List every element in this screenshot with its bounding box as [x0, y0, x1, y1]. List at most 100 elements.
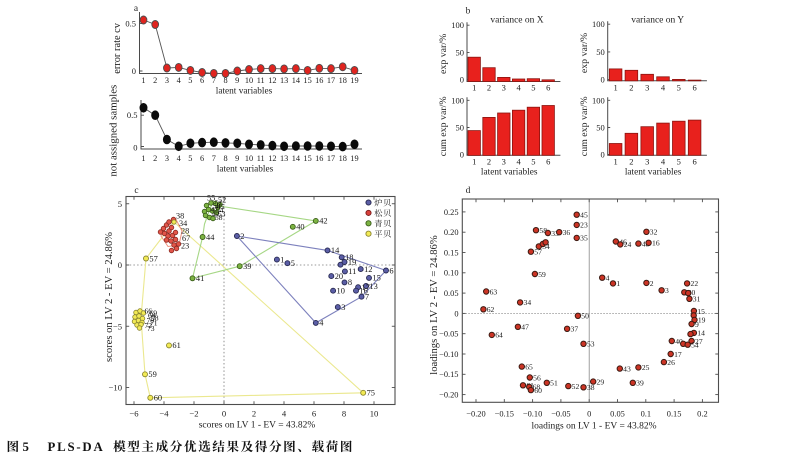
svg-text:4: 4	[606, 273, 610, 282]
svg-text:4: 4	[282, 409, 287, 419]
svg-text:35: 35	[580, 234, 588, 243]
svg-text:22: 22	[691, 279, 699, 288]
svg-text:0: 0	[118, 260, 122, 270]
svg-text:−0.05: −0.05	[551, 410, 570, 419]
svg-text:5: 5	[531, 157, 535, 167]
svg-text:15: 15	[697, 307, 705, 316]
svg-text:50: 50	[581, 312, 589, 321]
svg-text:42: 42	[319, 217, 327, 226]
svg-text:19: 19	[350, 76, 358, 85]
svg-text:23: 23	[181, 242, 189, 251]
svg-text:39: 39	[636, 379, 644, 388]
svg-text:4: 4	[177, 76, 182, 85]
svg-text:50: 50	[456, 123, 465, 133]
svg-text:5: 5	[188, 154, 192, 163]
svg-text:8: 8	[348, 278, 352, 287]
svg-text:37: 37	[571, 325, 579, 334]
svg-text:19: 19	[698, 316, 706, 325]
svg-text:not assigned samples: not assigned samples	[108, 85, 120, 177]
svg-text:56: 56	[533, 373, 541, 382]
svg-text:57: 57	[149, 254, 157, 263]
svg-text:loadings on LV 1 - EV = 43.82%: loadings on LV 1 - EV = 43.82%	[532, 422, 657, 432]
svg-text:25: 25	[642, 363, 650, 372]
svg-text:13: 13	[369, 282, 377, 291]
svg-text:3: 3	[341, 303, 345, 312]
svg-text:29: 29	[597, 377, 605, 386]
svg-text:−0.05: −0.05	[439, 330, 458, 339]
svg-text:27: 27	[695, 337, 703, 346]
svg-text:60: 60	[154, 394, 162, 403]
svg-text:19: 19	[350, 154, 358, 163]
svg-text:16: 16	[315, 154, 323, 163]
svg-text:0.25: 0.25	[444, 208, 459, 217]
svg-text:6: 6	[692, 157, 696, 167]
svg-text:64: 64	[495, 331, 503, 340]
svg-text:−0.15: −0.15	[495, 410, 514, 419]
svg-text:−0.15: −0.15	[439, 370, 458, 379]
svg-text:31: 31	[693, 295, 701, 304]
svg-text:1: 1	[472, 83, 476, 93]
svg-text:5: 5	[118, 199, 122, 209]
svg-text:latent variables: latent variables	[217, 165, 274, 175]
svg-text:4: 4	[319, 319, 324, 328]
svg-text:−2: −2	[189, 409, 198, 419]
svg-text:0.5: 0.5	[125, 19, 136, 29]
svg-text:15: 15	[303, 154, 311, 163]
svg-text:50: 50	[213, 202, 221, 211]
svg-text:2: 2	[650, 279, 654, 288]
svg-text:20: 20	[335, 272, 343, 281]
svg-text:67: 67	[182, 234, 190, 243]
svg-text:3: 3	[665, 286, 669, 295]
svg-text:34: 34	[179, 219, 187, 228]
svg-text:−6: −6	[129, 409, 139, 419]
svg-text:61: 61	[172, 341, 180, 350]
svg-text:0.15: 0.15	[444, 248, 459, 257]
svg-text:100: 100	[451, 95, 464, 105]
svg-text:23: 23	[580, 221, 588, 230]
svg-text:47: 47	[211, 205, 219, 214]
svg-text:38: 38	[587, 383, 595, 392]
svg-text:latent variables: latent variables	[625, 168, 682, 178]
svg-text:6: 6	[546, 157, 550, 167]
svg-text:5: 5	[23, 440, 29, 454]
svg-text:0: 0	[133, 143, 137, 153]
svg-text:10: 10	[370, 409, 379, 419]
svg-text:70: 70	[147, 316, 155, 325]
svg-text:51: 51	[550, 379, 558, 388]
svg-text:40: 40	[296, 223, 304, 232]
svg-text:5: 5	[677, 157, 681, 167]
svg-text:0: 0	[132, 66, 136, 76]
svg-text:scores on LV 2 - EV = 24.86%: scores on LV 2 - EV = 24.86%	[104, 232, 115, 362]
svg-text:0.10: 0.10	[444, 269, 459, 278]
svg-text:24: 24	[624, 240, 632, 249]
svg-text:2: 2	[252, 409, 256, 419]
svg-text:14: 14	[292, 76, 301, 85]
svg-text:d: d	[466, 186, 471, 196]
svg-text:−0.10: −0.10	[523, 410, 542, 419]
svg-text:9: 9	[235, 76, 239, 85]
svg-text:0.05: 0.05	[610, 410, 625, 419]
svg-text:18: 18	[345, 253, 353, 262]
svg-text:loadings on LV 2 - EV = 24.86%: loadings on LV 2 - EV = 24.86%	[429, 235, 440, 375]
svg-text:exp var/%: exp var/%	[579, 33, 590, 73]
svg-text:10: 10	[245, 154, 253, 163]
svg-text:71: 71	[150, 319, 158, 328]
svg-text:b: b	[466, 7, 471, 17]
svg-text:26: 26	[667, 358, 675, 367]
svg-text:1: 1	[613, 83, 617, 93]
svg-text:1: 1	[613, 157, 617, 167]
svg-text:17: 17	[327, 154, 335, 163]
svg-text:8: 8	[342, 409, 346, 419]
svg-text:9: 9	[235, 154, 239, 163]
svg-text:17: 17	[674, 350, 682, 359]
svg-text:44: 44	[206, 233, 215, 242]
svg-text:PLS-DA: PLS-DA	[48, 440, 105, 454]
svg-text:latent variables: latent variables	[481, 168, 538, 178]
svg-text:18: 18	[339, 76, 347, 85]
svg-text:0: 0	[600, 150, 604, 160]
svg-text:0.2: 0.2	[697, 410, 707, 419]
svg-text:50: 50	[456, 47, 465, 57]
svg-text:2: 2	[629, 157, 633, 167]
svg-text:54: 54	[542, 242, 550, 251]
svg-text:4: 4	[177, 154, 182, 163]
